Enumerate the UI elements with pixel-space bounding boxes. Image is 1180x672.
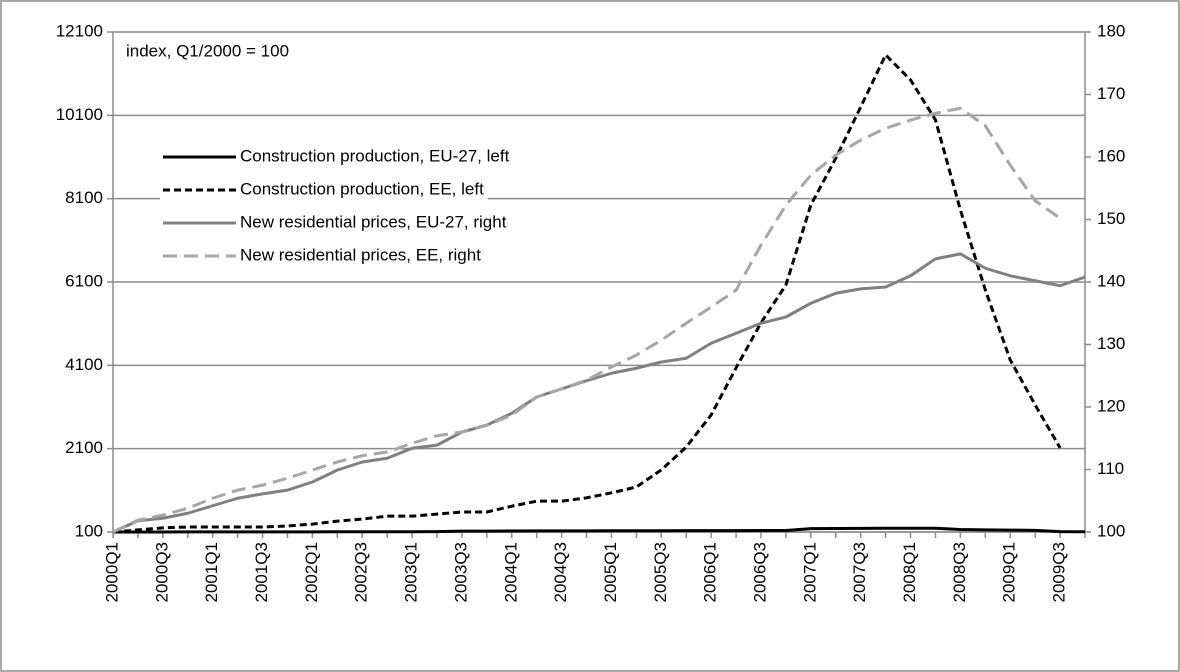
x-tick-label: 2001Q3 — [252, 542, 271, 603]
y-tick-label: 8100 — [65, 188, 103, 207]
legend-label: Construction production, EU-27, left — [240, 146, 510, 165]
legend-label: New residential prices, EU-27, right — [240, 212, 507, 231]
y-tick-label: 6100 — [65, 271, 103, 290]
x-tick-label: 2000Q1 — [102, 542, 121, 603]
x-tick-label: 2002Q1 — [302, 542, 321, 603]
x-tick-label: 2006Q1 — [701, 542, 720, 603]
y2-tick-label: 110 — [1097, 459, 1124, 478]
x-tick-label: 2009Q3 — [1050, 542, 1069, 603]
legend-label: Construction production, EE, left — [240, 179, 484, 198]
y2-tick-label: 120 — [1097, 396, 1125, 415]
y2-tick-label: 100 — [1097, 521, 1125, 540]
x-tick-label: 2007Q1 — [800, 542, 819, 603]
legend-bg — [160, 175, 488, 205]
legend-label: New residential prices, EE, right — [240, 245, 481, 264]
y-tick-label: 2100 — [65, 438, 103, 457]
series-line — [112, 252, 1086, 534]
x-tick-label: 2009Q1 — [1000, 542, 1019, 603]
y2-tick-label: 180 — [1097, 21, 1125, 40]
series-line — [112, 53, 1062, 534]
x-tick-label: 2006Q3 — [750, 542, 769, 603]
y-tick-label: 12100 — [56, 21, 103, 40]
x-tick-label: 2007Q3 — [850, 542, 869, 603]
x-tick-label: 2001Q1 — [202, 542, 221, 603]
x-tick-label: 2003Q1 — [402, 542, 421, 603]
y2-tick-label: 160 — [1097, 146, 1125, 165]
y2-tick-label: 150 — [1097, 209, 1125, 228]
x-tick-label: 2003Q3 — [451, 542, 470, 603]
y-tick-label: 4100 — [65, 355, 103, 374]
x-tick-label: 2004Q1 — [501, 542, 520, 603]
x-tick-label: 2008Q3 — [950, 542, 969, 603]
x-tick-label: 2005Q1 — [601, 542, 620, 603]
series-line — [113, 526, 1086, 534]
x-tick-label: 2004Q3 — [551, 542, 570, 603]
x-tick-label: 2008Q1 — [900, 542, 919, 603]
y2-tick-label: 130 — [1097, 334, 1125, 353]
annotation: index, Q1/2000 = 100 — [126, 41, 289, 60]
y2-tick-label: 140 — [1097, 271, 1125, 290]
x-tick-label: 2005Q3 — [651, 542, 670, 603]
y-tick-label: 100 — [75, 521, 103, 540]
y2-tick-label: 170 — [1097, 84, 1125, 103]
x-tick-label: 2000Q3 — [152, 542, 171, 603]
x-tick-label: 2002Q3 — [352, 542, 371, 603]
y-tick-label: 10100 — [56, 105, 103, 124]
